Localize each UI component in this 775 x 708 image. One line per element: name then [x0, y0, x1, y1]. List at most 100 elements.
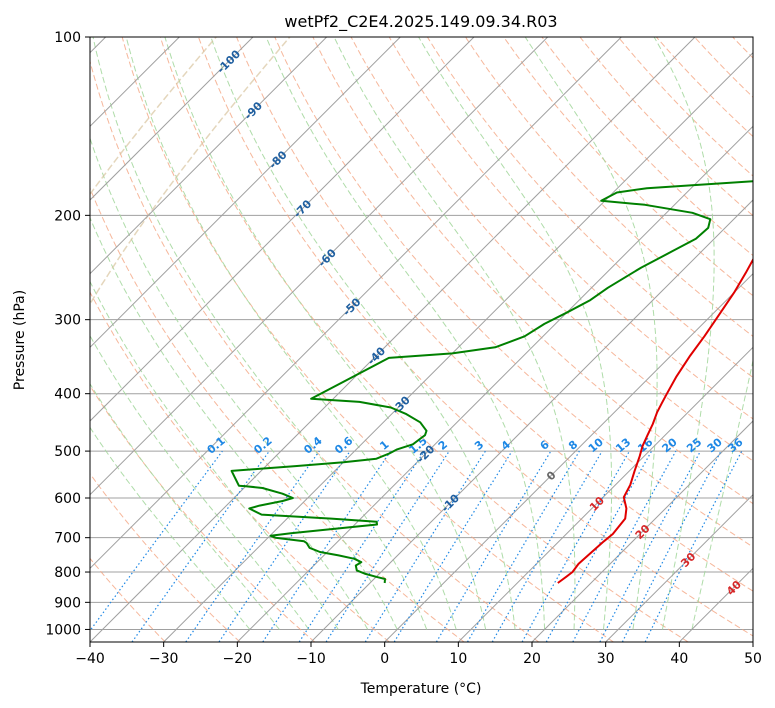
moist-adiabat [125, 37, 457, 630]
moist-adiabat [92, 37, 428, 630]
dry-adiabat [121, 37, 614, 642]
dry-adiabat [426, 37, 753, 379]
mixing-ratio-line [521, 450, 631, 642]
mixing-ratio-label: 6 [538, 438, 552, 453]
x-tick-label: −10 [296, 651, 326, 667]
dry-adiabat [465, 37, 753, 337]
moist-adiabat [164, 37, 487, 630]
mixing-ratio-line [364, 450, 486, 642]
y-tick-label: 100 [54, 30, 81, 46]
isotherm-line [90, 37, 401, 349]
dry-adiabat [732, 37, 753, 59]
mixing-ratio-label: 25 [684, 436, 704, 456]
mixing-ratio-line [298, 450, 425, 642]
mixing-ratio-line [435, 450, 552, 642]
x-axis-label: Temperature (°C) [360, 681, 482, 697]
x-axis-ticks: −40 −30 −20 −10 0 10 20 30 40 50 [75, 642, 762, 667]
y-tick-label: 500 [54, 444, 81, 460]
dry-adiabat [159, 37, 689, 642]
isotherm-line [457, 346, 753, 642]
dry-adiabat [694, 37, 753, 98]
isotherm-line [90, 37, 696, 642]
moist-adiabat [90, 382, 280, 630]
mixing-ratio-line [466, 450, 580, 642]
chart-title: wetPf2_C2E4.2025.149.09.34.R03 [284, 12, 557, 32]
isotherm-line [531, 420, 753, 642]
background-lines [90, 37, 775, 642]
moist-adiabat [90, 136, 398, 630]
isotherm-line [605, 493, 753, 642]
mixing-ratio-line [644, 450, 743, 642]
y-tick-label: 900 [54, 595, 81, 611]
x-tick-label: 50 [744, 651, 762, 667]
mixing-ratio-line [393, 450, 513, 642]
isotherm-label: -70 [291, 197, 314, 220]
isotherm-line [752, 641, 753, 642]
plot-frame [89, 36, 754, 643]
dry-adiabat [90, 59, 540, 642]
mixing-ratio-label: 0.2 [251, 434, 274, 456]
x-tick-label: −20 [223, 651, 253, 667]
y-tick-label: 600 [54, 491, 81, 507]
dry-adiabat [541, 37, 753, 257]
mixing-ratio-line [90, 450, 223, 632]
y-axis-label: Pressure (hPa) [12, 290, 28, 390]
mixing-ratio-line [185, 450, 320, 642]
x-tick-label: 40 [670, 651, 688, 667]
mixing-ratio-line [325, 450, 450, 642]
y-tick-label: 300 [54, 313, 81, 329]
dewpoint-profile-line [230, 180, 753, 584]
y-tick-label: 800 [54, 565, 81, 581]
isotherm-line [678, 567, 753, 642]
temperature-profile-line [557, 257, 753, 584]
moist-adiabat [265, 37, 546, 630]
dry-adiabat [656, 37, 753, 138]
dry-adiabat [236, 37, 753, 592]
isotherm-line [90, 37, 549, 496]
mixing-ratio-line [621, 450, 722, 642]
isotherm-line [384, 272, 753, 642]
y-tick-label: 700 [54, 531, 81, 547]
x-tick-label: 20 [523, 651, 541, 667]
mixing-ratio-line [262, 450, 392, 642]
y-axis-ticks: 100 200 300 400 500 600 700 800 900 1000 [45, 30, 90, 638]
mixing-ratio-line [545, 450, 653, 642]
dry-adiabat [90, 384, 316, 642]
moist-adiabat [210, 37, 516, 630]
mixing-ratio-label: 0.1 [205, 434, 228, 456]
x-tick-label: −40 [75, 651, 105, 667]
moist-adiabat [90, 426, 251, 630]
mixing-ratio-label: 13 [613, 436, 633, 456]
isotherm-line [236, 125, 753, 642]
dry-adiabat [388, 37, 753, 420]
isotherm-line [90, 37, 254, 201]
moist-adiabat [418, 37, 613, 630]
mixing-ratio-line [572, 450, 677, 642]
moist-adiabat [333, 37, 576, 630]
dry-adiabat [312, 37, 753, 505]
moist-adiabat [691, 358, 753, 630]
mixing-ratio-line [599, 450, 702, 642]
mixing-ratio-line [131, 450, 270, 642]
mixing-ratio-label: 36 [726, 435, 746, 455]
dry-adiabat [771, 37, 775, 642]
moist-adiabat [90, 216, 369, 630]
reference-curve [90, 37, 291, 306]
y-tick-label: 400 [54, 387, 81, 403]
dry-adiabat [90, 291, 390, 642]
x-tick-label: −30 [149, 651, 179, 667]
isotherm-line [163, 51, 753, 642]
y-tick-label: 200 [54, 208, 81, 224]
isotherm-line [90, 37, 475, 422]
isotherm-line [90, 37, 328, 275]
isotherm-line [90, 37, 622, 570]
dry-adiabat [198, 37, 753, 637]
dry-adiabat [90, 472, 241, 642]
moist-adiabat [653, 37, 715, 630]
y-tick-label: 1000 [45, 622, 81, 638]
dry-adiabat [274, 37, 753, 548]
reference-curve [90, 37, 217, 196]
isotherm-line [310, 199, 753, 642]
isotherm-label: -30 [390, 393, 413, 416]
